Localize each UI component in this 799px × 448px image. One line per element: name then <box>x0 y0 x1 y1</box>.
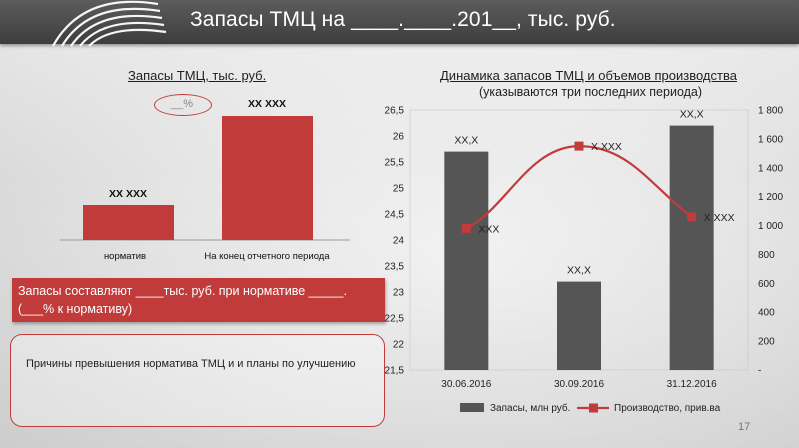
bar-inventory <box>444 151 489 370</box>
production-marker <box>687 212 697 222</box>
notes-text: Причины превышения норматива ТМЦ и и пла… <box>26 358 356 370</box>
y-right-tick: 1 000 <box>758 221 783 232</box>
notes-box <box>10 334 385 427</box>
title-bar: Запасы ТМЦ на ____.____.201__, тыс. руб. <box>0 0 799 47</box>
bar-end-value: XX XXX <box>248 98 286 110</box>
page-number: 17 <box>738 421 751 433</box>
y-left-tick: 25,5 <box>385 158 405 169</box>
y-left-tick: 26 <box>393 132 405 143</box>
y-left-tick: 22 <box>393 340 405 351</box>
left-chart-subtitle: Запасы ТМЦ, тыс. руб. <box>128 68 267 83</box>
bar-inventory-label: XX,X <box>567 265 591 277</box>
page-title: Запасы ТМЦ на ____.____.201__, тыс. руб. <box>190 8 616 31</box>
x-tick-date: 30.09.2016 <box>554 379 604 390</box>
right-chart-subtitle: Динамика запасов ТМЦ и объемов производс… <box>440 68 737 83</box>
production-marker <box>461 223 471 233</box>
bar-inventory-label: XX,X <box>680 109 704 121</box>
bar-inventory <box>669 125 714 370</box>
bar-inventory-label: XX,X <box>454 135 478 147</box>
bar-inventory <box>557 281 601 370</box>
percent-ellipse <box>154 94 212 116</box>
y-left-tick: 26,5 <box>385 106 405 117</box>
production-label: XXX <box>478 223 499 235</box>
right-chart-subtitle-note: (указываются три последних периода) <box>479 85 703 99</box>
y-right-tick: 1 400 <box>758 163 783 174</box>
bar-end-of-period <box>222 116 313 240</box>
x-tick-date: 30.06.2016 <box>441 379 491 390</box>
y-left-tick: 21,5 <box>385 366 405 377</box>
y-right-tick: 1 600 <box>758 134 783 145</box>
y-left-tick: 23,5 <box>385 262 405 273</box>
y-right-tick: 1 800 <box>758 106 783 117</box>
y-right-tick: 200 <box>758 337 775 348</box>
y-left-tick: 23 <box>393 288 405 299</box>
y-right-tick: 600 <box>758 279 775 290</box>
legend-bar-swatch <box>460 403 484 412</box>
production-label: X XXX <box>704 212 735 224</box>
y-left-tick: 24 <box>393 236 405 247</box>
summary-box: Запасы составляют ____тыс. руб. при норм… <box>12 278 385 322</box>
production-line <box>465 145 693 230</box>
production-label: X XXX <box>591 141 622 153</box>
percent-label: __% <box>171 98 194 110</box>
y-left-tick: 25 <box>393 184 405 195</box>
y-right-tick: - <box>758 366 761 377</box>
bar-normativ-value: XX XXX <box>109 188 147 200</box>
legend-line-label: Производство, прив.ва <box>614 403 721 414</box>
production-marker <box>574 141 584 151</box>
legend-bar-label: Запасы, млн руб. <box>490 402 570 414</box>
legend-line-marker <box>589 403 598 413</box>
x-tick-date: 31.12.2016 <box>667 379 717 390</box>
x-tick-end-of-period: На конец отчетного периода <box>204 251 330 262</box>
y-right-tick: 800 <box>758 250 775 261</box>
y-left-tick: 22,5 <box>385 314 405 325</box>
logo-icon <box>52 0 167 47</box>
y-right-tick: 400 <box>758 308 775 319</box>
x-tick-normativ: норматив <box>104 251 146 262</box>
y-right-tick: 1 200 <box>758 192 783 203</box>
bar-normativ <box>83 205 174 240</box>
y-left-tick: 24,5 <box>385 210 405 221</box>
